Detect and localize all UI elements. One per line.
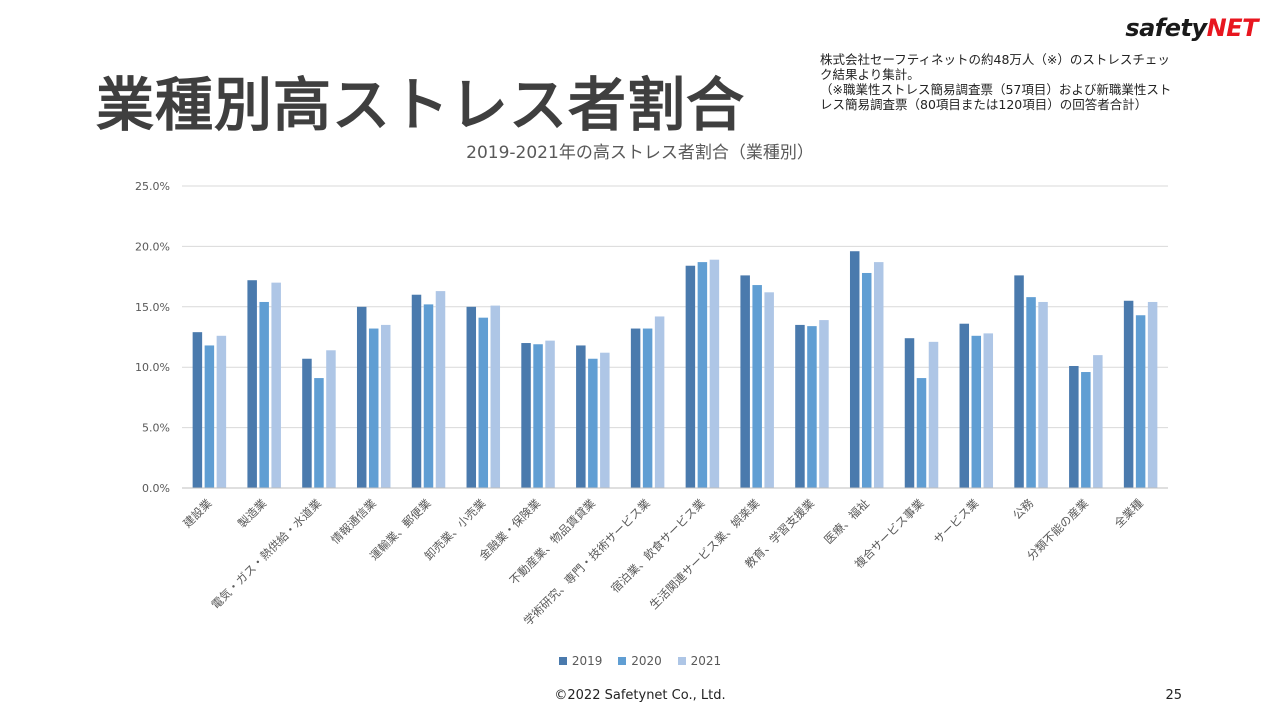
bar-2019 xyxy=(192,332,203,488)
bar-2021 xyxy=(216,335,227,488)
legend-label-2021: 2021 xyxy=(690,654,722,668)
bar-2020 xyxy=(1135,315,1146,488)
bar-2020 xyxy=(368,328,379,488)
y-tick-label: 0.0% xyxy=(142,482,170,495)
bar-2019 xyxy=(1069,365,1079,488)
y-tick-label: 25.0% xyxy=(135,180,170,193)
bar-2020 xyxy=(1081,372,1091,488)
y-tick-label: 5.0% xyxy=(142,422,170,435)
x-category-label: サービス業 xyxy=(931,496,982,547)
bar-2020 xyxy=(1026,297,1036,488)
legend-label-2019: 2019 xyxy=(571,654,603,668)
bar-2021 xyxy=(1147,301,1158,488)
bar-2021 xyxy=(600,352,610,488)
bar-2019 xyxy=(411,294,422,488)
page-number: 25 xyxy=(1165,688,1182,703)
bar-2020 xyxy=(807,326,817,488)
bar-2021 xyxy=(380,324,391,488)
logo-text-accent: NET xyxy=(1206,14,1259,42)
bar-2019 xyxy=(630,328,641,488)
bar-2019 xyxy=(740,275,750,488)
bar-2019 xyxy=(1123,300,1134,488)
source-note-line: （※職業性ストレス簡易調査票（57項目）および新職業性スト xyxy=(820,82,1172,97)
x-category-label: 生活関連サービス業、娯楽業 xyxy=(647,496,763,612)
bar-2019 xyxy=(356,306,367,488)
source-note: 株式会社セーフティネットの約48万人（※）のストレスチェッ ク結果より集計。 （… xyxy=(820,52,1200,112)
bar-2021 xyxy=(545,340,555,488)
x-category-label: 電気・ガス・熱供給・水道業 xyxy=(208,496,324,612)
bar-2020 xyxy=(916,378,927,488)
bar-2021 xyxy=(490,305,501,488)
bar-2021 xyxy=(764,292,774,488)
source-note-line: ク結果より集計。 xyxy=(820,67,920,82)
legend-label-2020: 2020 xyxy=(631,654,662,668)
x-category-label: 製造業 xyxy=(235,496,270,531)
bar-2019 xyxy=(1014,275,1024,488)
bar-2021 xyxy=(654,316,665,488)
bar-2020 xyxy=(423,304,434,488)
bar-2020 xyxy=(971,335,982,488)
bar-2020 xyxy=(588,358,598,488)
bar-2019 xyxy=(959,323,970,488)
x-category-label: 公務 xyxy=(1010,496,1037,523)
bar-2020 xyxy=(259,301,269,488)
bar-2020 xyxy=(752,285,762,488)
bar-2020 xyxy=(533,344,543,488)
x-category-label: 全業種 xyxy=(1111,496,1146,531)
bar-2020 xyxy=(861,272,872,488)
bar-2019 xyxy=(302,358,312,488)
chart-title: 2019-2021年の高ストレス者割合（業種別） xyxy=(466,143,814,163)
chart-legend: 2019 2020 2021 xyxy=(0,654,1280,668)
x-category-label: 医療、福祉 xyxy=(821,496,872,547)
source-note-line: 株式会社セーフティネットの約48万人（※）のストレスチェッ xyxy=(820,52,1170,67)
bar-2020 xyxy=(642,328,653,488)
bar-2021 xyxy=(1093,355,1103,488)
bar-2021 xyxy=(709,259,720,488)
bar-2021 xyxy=(928,341,939,488)
y-tick-label: 20.0% xyxy=(135,240,170,253)
bar-2019 xyxy=(795,324,805,488)
x-category-label: 宿泊業、飲食サービス業 xyxy=(608,496,708,596)
copyright-footer: ©2022 Safetynet Co., Ltd. xyxy=(554,688,726,703)
bar-2021 xyxy=(873,262,884,488)
bar-2021 xyxy=(435,291,446,488)
bar-2020 xyxy=(478,317,489,488)
bar-2019 xyxy=(685,265,696,488)
source-note-line: レス簡易調査票（80項目または120項目）の回答者合計） xyxy=(820,97,1148,112)
safetynet-logo: safetyNET xyxy=(1125,14,1258,42)
slide-title: 業種別高ストレス者割合 xyxy=(96,71,746,139)
bar-2020 xyxy=(204,345,215,488)
bar-2021 xyxy=(326,350,336,488)
legend-item-2020: 2020 xyxy=(618,654,662,668)
y-tick-label: 10.0% xyxy=(135,361,170,374)
x-category-label: 建設業 xyxy=(180,496,215,531)
bar-chart: 0.0% 5.0% 10.0% 15.0% 20.0% 25.0% 建設業 製造業電気・ガス・… xyxy=(135,180,1168,628)
legend-swatch-2020 xyxy=(618,657,627,665)
legend-item-2019: 2019 xyxy=(558,654,603,668)
bar-2019 xyxy=(576,345,586,488)
bar-2021 xyxy=(819,320,829,488)
bar-2019 xyxy=(521,343,531,488)
bar-2019 xyxy=(904,338,915,488)
y-tick-label: 15.0% xyxy=(135,301,170,314)
bar-2021 xyxy=(1038,301,1048,488)
logo-text-main: safety xyxy=(1125,14,1207,42)
bar-2020 xyxy=(697,262,708,488)
x-category-label: 情報通信業 xyxy=(328,496,379,547)
legend-swatch-2019 xyxy=(558,657,567,665)
legend-item-2021: 2021 xyxy=(677,654,722,668)
bar-2020 xyxy=(314,378,324,488)
bar-2021 xyxy=(271,282,281,488)
legend-swatch-2021 xyxy=(677,657,686,665)
bar-2019 xyxy=(247,280,257,488)
bar-2019 xyxy=(849,251,860,488)
bar-2019 xyxy=(466,306,477,488)
bar-2021 xyxy=(983,333,994,488)
